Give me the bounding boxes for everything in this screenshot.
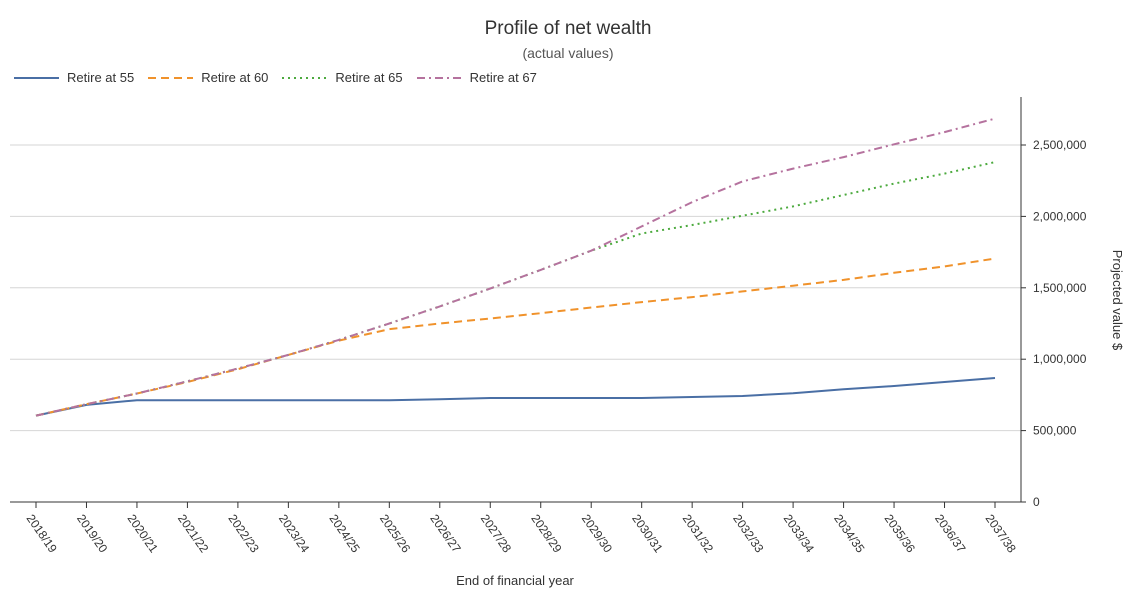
- series-line[interactable]: [35, 377, 996, 417]
- x-tick-label: 2027/28: [478, 512, 515, 556]
- x-tick-label: 2019/20: [74, 512, 111, 556]
- chart-subtitle: (actual values): [522, 45, 614, 61]
- x-tick-label: 2029/30: [579, 512, 616, 556]
- x-tick-label: 2036/37: [932, 512, 969, 556]
- y-tick-label: 500,000: [1033, 424, 1077, 438]
- x-tick-label: 2024/25: [326, 512, 363, 556]
- x-axis-title: End of financial year: [456, 573, 574, 588]
- x-tick-label: 2028/29: [528, 512, 565, 556]
- gridlines: [10, 144, 1021, 432]
- legend-swatch: [14, 76, 59, 79]
- x-tick-label: 2032/33: [730, 512, 767, 556]
- y-tick-labels: 0 500,000 1,000,000 1,500,000 2,000,000 2,500…: [1033, 138, 1087, 509]
- legend-item[interactable]: Retire at 65: [282, 70, 403, 85]
- series-line[interactable]: [35, 117, 996, 417]
- legend-label: Retire at 67: [469, 70, 537, 85]
- x-tick-label: 2030/31: [629, 512, 666, 556]
- x-tick-label: 2025/26: [377, 512, 414, 556]
- y-tick-label: 0: [1033, 495, 1040, 509]
- x-tick-label: 2037/38: [983, 512, 1020, 556]
- legend-item[interactable]: Retire at 55: [14, 70, 134, 85]
- x-tick-label: 2021/22: [175, 512, 212, 556]
- x-tick-label: 2023/24: [276, 512, 313, 556]
- x-tick-labels: 2018/19 2019/20 2020/21 2021/22 2022/23 2023/…: [24, 512, 1020, 556]
- series-lines: [35, 117, 996, 417]
- x-tick-label: 2031/32: [680, 512, 717, 556]
- y-axis-title: Projected value $: [1110, 250, 1125, 351]
- legend-swatch: [282, 76, 328, 79]
- series-line[interactable]: [35, 161, 996, 417]
- y-tick-label: 1,500,000: [1033, 281, 1087, 295]
- legend-item[interactable]: Retire at 67: [416, 70, 537, 85]
- legend-label: Retire at 55: [67, 70, 135, 85]
- x-tick-label: 2022/23: [225, 512, 262, 556]
- y-tick-label: 2,500,000: [1033, 138, 1087, 152]
- chart-title: Profile of net wealth: [484, 18, 652, 39]
- legend-swatch: [416, 76, 462, 79]
- y-tick-label: 1,000,000: [1033, 352, 1087, 366]
- legend-label: Retire at 65: [335, 70, 403, 85]
- x-tick-label: 2018/19: [24, 512, 61, 556]
- x-tick-label: 2033/34: [781, 512, 818, 556]
- series-line[interactable]: [35, 257, 996, 417]
- axes: [10, 97, 1026, 508]
- legend: Retire at 55 Retire at 60 Retire at 65 R…: [14, 70, 537, 85]
- x-tick-label: 2034/35: [831, 512, 868, 556]
- legend-item[interactable]: Retire at 60: [148, 70, 268, 85]
- x-tick-label: 2035/36: [882, 512, 919, 556]
- x-tick-label: 2026/27: [427, 512, 464, 556]
- x-tick-label: 2020/21: [124, 512, 161, 556]
- y-tick-label: 2,000,000: [1033, 209, 1087, 223]
- legend-swatch: [148, 76, 194, 79]
- legend-label: Retire at 60: [201, 70, 269, 85]
